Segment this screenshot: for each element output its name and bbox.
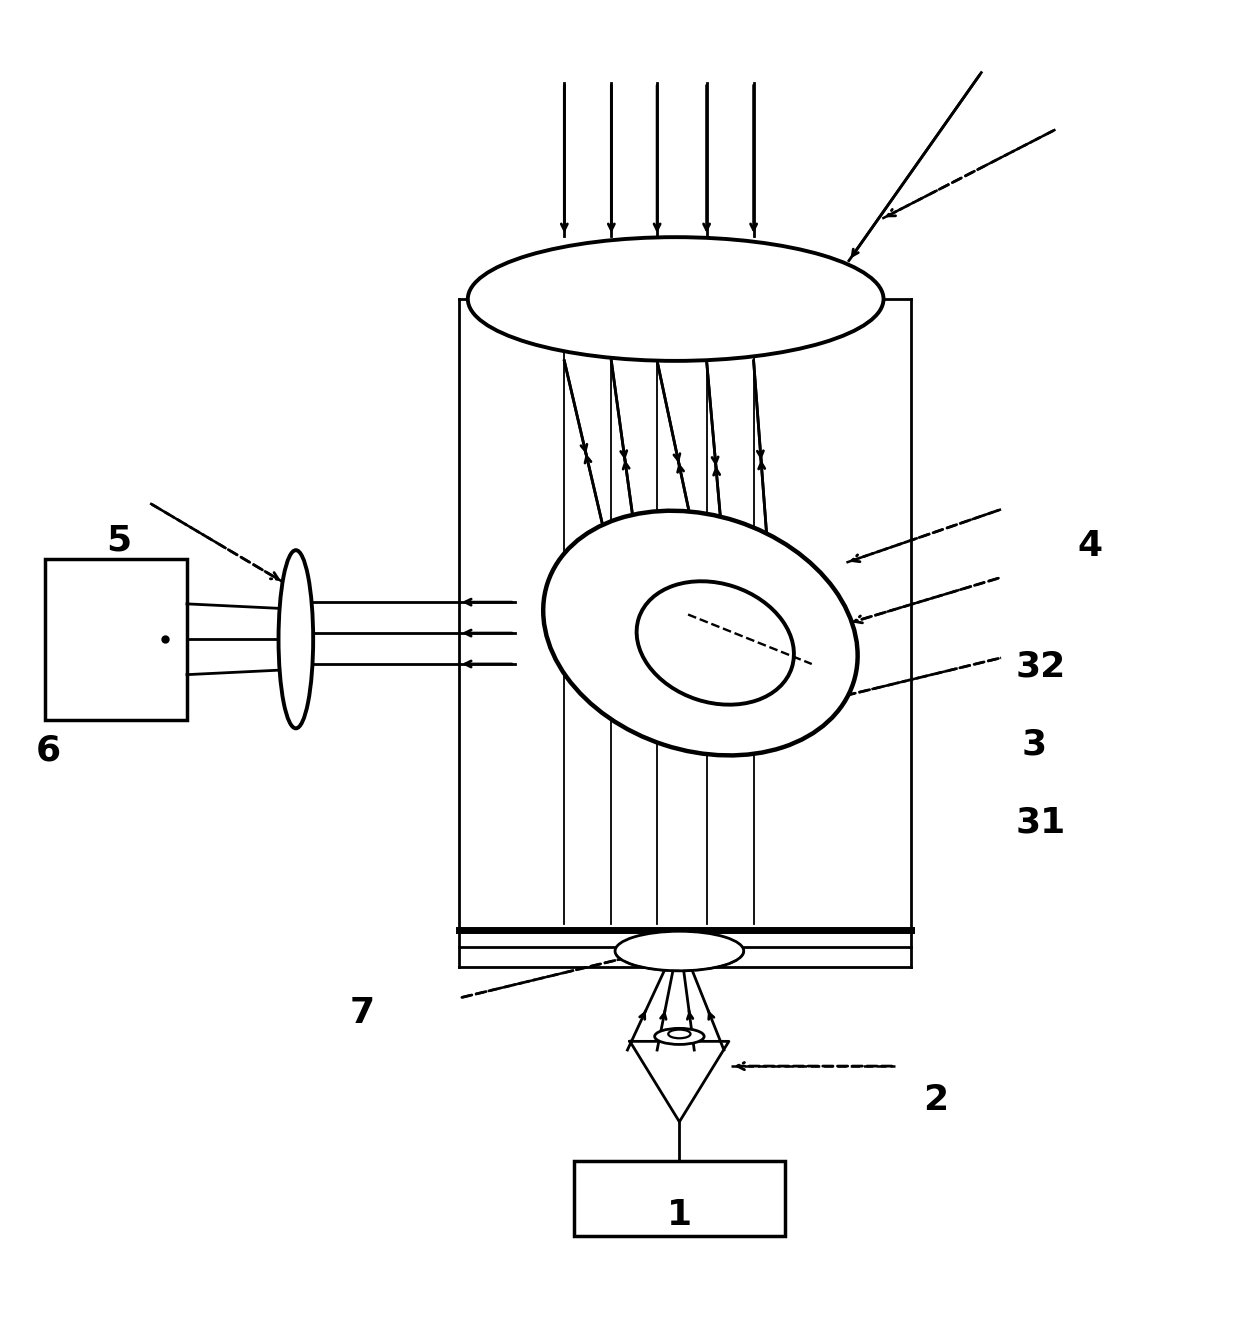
Ellipse shape: [636, 582, 794, 705]
Text: 6: 6: [36, 733, 61, 768]
Text: 31: 31: [1016, 805, 1066, 839]
Text: 4: 4: [1078, 530, 1102, 563]
Ellipse shape: [655, 1028, 704, 1044]
Text: 7: 7: [350, 996, 376, 1031]
Ellipse shape: [279, 550, 314, 728]
Ellipse shape: [543, 511, 858, 756]
Ellipse shape: [668, 1029, 691, 1038]
Text: 5: 5: [107, 523, 131, 558]
Bar: [574, 1162, 785, 1235]
Text: 2: 2: [923, 1082, 949, 1117]
Text: 32: 32: [1016, 649, 1066, 684]
Text: 3: 3: [1022, 728, 1047, 761]
Ellipse shape: [615, 931, 744, 971]
Bar: [45, 559, 187, 720]
Ellipse shape: [467, 238, 884, 361]
Text: 1: 1: [667, 1198, 692, 1231]
